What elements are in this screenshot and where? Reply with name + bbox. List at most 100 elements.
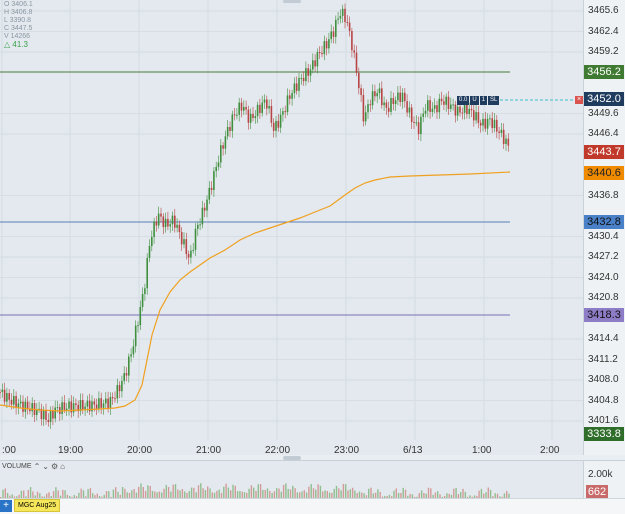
volume-bar [471,496,473,499]
volume-bar [239,491,241,499]
candle-body [56,407,59,409]
candle-body [417,122,420,135]
candle-body [245,107,247,110]
close-value: C 3447.5 [4,25,33,32]
time-tick-label: 20:00 [127,445,153,456]
position-label[interactable]: 0.0 U 1 SL [457,96,500,105]
volume-bar [9,495,11,499]
price-tick-label: 3436.8 [588,189,619,201]
candle-body [456,106,459,116]
candle-body [459,106,461,113]
price-chart[interactable] [0,0,583,455]
close-position-icon[interactable]: × [575,96,583,104]
candle-body [307,68,309,76]
volume-pane[interactable] [0,460,583,499]
candle-body [164,218,167,228]
volume-bar [393,490,395,499]
top-scroll-handle[interactable] [283,0,301,3]
volume-bar [301,491,303,499]
volume-bar [18,494,20,499]
volume-bar [121,487,124,499]
volume-bar [163,488,165,499]
candle-body [210,187,213,190]
volume-bar [138,486,140,499]
candle-body [429,100,431,112]
candle-body [68,401,70,409]
volume-bar [165,484,167,499]
candle-body [192,249,194,251]
chart-area[interactable]: O 3406.1 H 3406.8 L 3390.8 C 3447.5 V 14… [0,0,583,455]
volume-bar [358,491,361,499]
candle-body [397,92,399,101]
candle-body [475,112,477,121]
stop-loss-button[interactable]: SL [488,96,500,105]
settings-icon[interactable]: ⚙ [50,462,59,471]
candle-body [261,102,263,114]
candle-body [360,88,362,95]
volume-bar [420,490,423,499]
candle-body [224,136,227,149]
candle-body [381,88,383,106]
candle-body [151,236,153,247]
volume-bar [213,492,216,499]
volume-bar [64,490,66,499]
symbol-tab[interactable]: + MGC Aug25 [0,499,61,512]
candle-body [461,112,464,114]
candle-body [431,108,434,112]
candle-body [362,94,365,122]
candle-body [339,15,342,19]
time-tick-label: 2:00 [540,445,560,456]
volume-bar [457,494,460,499]
candle-body [121,380,123,392]
volume-bar [204,490,207,499]
volume-bar [161,492,163,499]
volume-bar [377,489,379,499]
volume-bar [220,492,223,499]
volume-bar [443,495,446,499]
volume-bar [282,484,285,499]
bottom-bar [0,498,625,514]
volume-bar [294,488,296,499]
volume-bar [496,493,499,499]
volume-bar [11,494,13,499]
candle-body [231,114,234,131]
volume-bar [427,487,430,499]
volume-bar [342,483,345,499]
volume-bar [317,484,319,499]
volume-bar [105,491,108,499]
volume-bar [184,491,186,499]
purple-level-badge: 3418.3 [584,308,624,322]
volume-bar [434,492,437,499]
volume-bar [172,484,174,499]
candle-body [10,399,13,405]
collapse-icon[interactable]: ⌃ [33,462,41,471]
remove-icon[interactable]: ⌂ [60,462,65,471]
candle-body [107,398,109,409]
volume-bar [259,484,262,499]
volume-bar [466,496,469,499]
candle-body [26,401,29,409]
volume-bar [193,487,195,499]
candle-body [116,385,119,399]
candle-body [54,407,56,419]
volume-bar [126,492,128,499]
volume-bar [391,496,393,499]
volume-bar [154,491,156,499]
expand-icon[interactable]: ⌄ [42,462,49,471]
volume-bar [289,489,292,499]
candle-body [438,98,441,113]
candle-body [141,294,144,308]
volume-bar [271,492,273,499]
candle-body [79,400,82,412]
add-tab-icon[interactable]: + [0,499,12,512]
low-value: L 3390.8 [4,17,31,24]
volume-bar [101,496,103,499]
candle-body [348,22,351,32]
candle-body [243,107,245,111]
volume-bar [414,496,416,499]
time-scroll-handle[interactable] [283,456,301,460]
symbol-tab-label[interactable]: MGC Aug25 [14,499,61,512]
volume-bar [372,493,374,499]
volume-bar [299,492,301,499]
candle-body [427,100,429,111]
